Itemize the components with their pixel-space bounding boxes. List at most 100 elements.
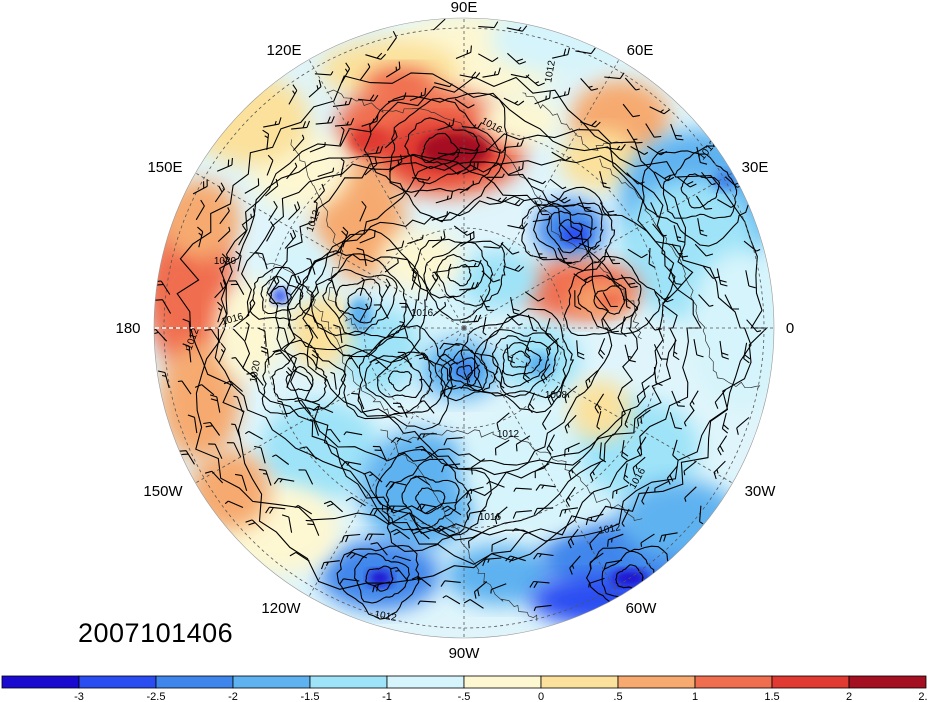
- wind-barb: [717, 199, 735, 208]
- wind-barb: [459, 71, 481, 79]
- pressure-contour: [285, 365, 314, 392]
- wind-barb: [440, 580, 461, 587]
- wind-barb: [654, 480, 670, 493]
- wind-barb: [244, 178, 260, 194]
- wind-barb: [606, 274, 622, 287]
- wind-barb: [284, 229, 297, 249]
- pressure-contour: [322, 268, 398, 336]
- wind-barb: [217, 226, 231, 243]
- wind-barb: [524, 337, 532, 358]
- wind-barb: [525, 75, 545, 87]
- colorbar-box: [78, 675, 157, 689]
- wind-barb: [238, 225, 247, 246]
- wind-barb: [578, 196, 593, 213]
- wind-barb: [266, 154, 274, 176]
- lon-label-30w: 30W: [745, 483, 777, 500]
- wind-barb: [564, 442, 580, 457]
- wind-barb: [312, 405, 334, 414]
- colorbar-tick-label: -2.5: [147, 691, 166, 702]
- wind-barb: [320, 560, 340, 570]
- pressure-contour: [231, 155, 679, 541]
- wind-barb: [512, 528, 531, 534]
- colorbar-box: [309, 675, 388, 689]
- wind-barb: [241, 208, 256, 226]
- wind-barb: [442, 595, 461, 605]
- wind-barb: [485, 147, 507, 154]
- wind-barb: [647, 145, 668, 156]
- wind-barb: [223, 380, 243, 392]
- colorbar-box: [463, 675, 542, 689]
- shading-core: [596, 292, 624, 308]
- colorbar-tick-label: -3: [74, 691, 84, 702]
- pressure-contour: [421, 132, 460, 165]
- wind-barb: [294, 399, 312, 415]
- wind-barb: [542, 409, 552, 430]
- wind-barb: [527, 177, 547, 185]
- wind-barb: [443, 437, 463, 446]
- wind-barb: [419, 378, 434, 393]
- wind-barb: [399, 321, 409, 339]
- wind-barb: [653, 366, 663, 387]
- wind-barb: [260, 346, 270, 366]
- wind-barb: [323, 500, 343, 513]
- pressure-contour: [680, 173, 721, 209]
- wind-barb: [226, 442, 242, 458]
- wind-barb: [467, 364, 480, 383]
- map-disc: 1012101610201012101610121008101210161012…: [154, 18, 774, 638]
- wind-barb: [309, 142, 326, 153]
- wind-barb: [693, 339, 704, 358]
- wind-barb: [743, 240, 761, 252]
- wind-barb: [359, 303, 369, 322]
- wind-barb: [460, 383, 482, 390]
- wind-barb: [669, 268, 683, 286]
- contour-label: 1020: [248, 359, 263, 383]
- wind-barb: [513, 487, 532, 492]
- pressure-contour: [266, 153, 676, 515]
- lon-label-0: 0: [786, 320, 794, 337]
- wind-barb: [589, 531, 602, 551]
- wind-barb: [461, 122, 483, 129]
- wind-barb: [328, 279, 338, 297]
- wind-barb: [277, 326, 290, 345]
- wind-barb: [621, 508, 630, 527]
- wind-barb: [281, 514, 293, 533]
- lon-label-120e: 120E: [266, 42, 301, 59]
- wind-barb: [414, 180, 425, 198]
- wind-barb: [510, 73, 530, 79]
- wind-barb: [552, 87, 571, 99]
- wind-barb: [154, 328, 168, 342]
- wind-barb: [505, 555, 526, 563]
- meridian-line: [308, 59, 465, 329]
- pressure-contour: [412, 238, 506, 321]
- wind-barb: [298, 469, 314, 485]
- wind-barb: [439, 385, 457, 399]
- wind-barb: [624, 290, 631, 309]
- wind-barb: [585, 370, 599, 389]
- wind-barb: [217, 301, 223, 323]
- wind-barb: [612, 484, 629, 499]
- meridian-line: [463, 327, 733, 484]
- wind-barb: [585, 513, 604, 526]
- wind-barb: [231, 423, 242, 440]
- wind-barb: [594, 393, 605, 414]
- wind-barb: [417, 600, 437, 605]
- wind-barb: [315, 116, 335, 125]
- wind-barb: [294, 505, 312, 515]
- wind-barb: [459, 281, 479, 291]
- wind-barb: [689, 390, 699, 411]
- wind-barb: [719, 340, 729, 360]
- wind-barb: [463, 599, 484, 609]
- wind-barb: [306, 257, 316, 275]
- wind-barb: [672, 339, 680, 361]
- wind-barb: [503, 264, 525, 272]
- wind-barb: [527, 392, 535, 414]
- wind-barb: [623, 463, 630, 484]
- wind-barb: [683, 460, 697, 476]
- wind-barb: [546, 337, 560, 356]
- wind-barb: [342, 354, 360, 369]
- colorbar-box: [848, 675, 927, 689]
- wind-barb: [470, 458, 486, 475]
- wind-barb: [627, 248, 648, 259]
- wind-barb: [314, 71, 334, 76]
- wind-barb: [486, 173, 505, 178]
